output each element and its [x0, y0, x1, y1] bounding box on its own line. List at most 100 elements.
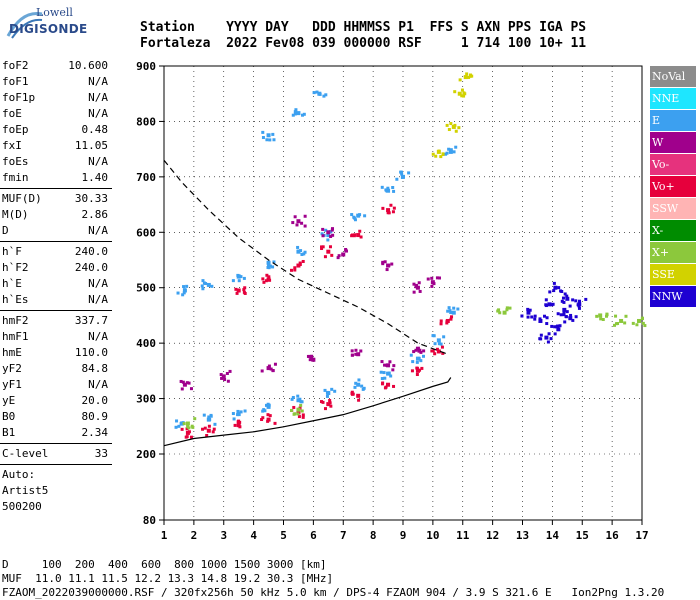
echo-point [387, 371, 391, 375]
echo-point [353, 385, 357, 389]
echo-point [564, 315, 568, 319]
echo-point [321, 245, 325, 249]
echo-point [400, 172, 404, 176]
echo-point [238, 425, 242, 429]
true-height-profile [163, 159, 449, 355]
echo-point [182, 285, 186, 289]
echo-point [447, 128, 451, 132]
echo-point [303, 214, 307, 218]
echo-point [454, 129, 458, 133]
echo-point [337, 254, 341, 258]
echo-point [559, 289, 563, 293]
echo-point [219, 373, 223, 377]
echo-point [268, 278, 272, 282]
echo-point [320, 247, 324, 251]
echo-point [201, 427, 205, 431]
echo-point [452, 150, 456, 154]
echo-point [417, 356, 421, 360]
echo-point [228, 369, 232, 373]
echo-point [453, 90, 457, 94]
echo-point [292, 405, 296, 409]
echo-point [415, 285, 420, 290]
echo-point [208, 418, 212, 422]
echo-point [331, 227, 335, 231]
echo-point [326, 230, 331, 235]
echo-point [321, 227, 325, 231]
echo-point [261, 409, 265, 413]
echo-point [453, 123, 457, 127]
x-tick-label: 6 [310, 529, 317, 542]
param-value: N/A [88, 378, 108, 391]
param-row: B1 2.34 [0, 425, 112, 441]
echo-point [341, 253, 345, 257]
echo-point [205, 433, 209, 437]
echo-point [302, 252, 306, 256]
echo-point [641, 321, 645, 325]
echo-point [454, 145, 458, 149]
echo-point [299, 403, 303, 407]
echo-point [359, 235, 363, 239]
echo-point [562, 313, 566, 317]
echo-point [584, 297, 588, 301]
echo-point [266, 413, 270, 417]
echo-point [435, 276, 439, 280]
echo-point [264, 279, 268, 283]
param-row: hmE 110.0 [0, 345, 112, 361]
echo-point [353, 233, 357, 237]
echo-point [599, 317, 603, 321]
param-name: C-level [2, 447, 49, 460]
echo-point [296, 394, 300, 398]
echo-point [354, 352, 358, 356]
echo-point [357, 398, 361, 402]
trailer-text: Artist5 [2, 484, 49, 497]
echo-point [571, 318, 575, 322]
echo-point [183, 288, 187, 292]
param-name: hmE [2, 346, 22, 359]
param-value: 33 [94, 447, 108, 460]
param-name: MUF(D) [2, 192, 42, 205]
echo-point [422, 349, 426, 353]
param-name: h`E [2, 277, 22, 290]
echo-point [386, 186, 390, 190]
echo-point [563, 320, 567, 324]
echo-point [190, 424, 194, 428]
param-value: 20.0 [81, 394, 109, 407]
echo-point [174, 425, 178, 429]
echo-point [353, 218, 357, 222]
echo-point [415, 360, 419, 364]
echo-point [352, 216, 356, 220]
echo-point [538, 337, 542, 341]
echo-point [308, 358, 312, 362]
y-tick-label: 800 [136, 115, 156, 128]
echo-point [417, 281, 421, 285]
param-name: h`F2 [2, 261, 29, 274]
param-value: 1.40 [81, 171, 109, 184]
echo-point [421, 354, 425, 358]
echo-point [533, 314, 537, 318]
echo-point [539, 333, 543, 337]
echo-point [289, 268, 293, 272]
echo-point [520, 314, 524, 318]
echo-point [569, 313, 573, 317]
echo-point [271, 265, 275, 269]
echo-point [565, 296, 570, 301]
echo-point [296, 407, 301, 412]
echo-point [574, 299, 578, 303]
param-value: 2.34 [81, 426, 109, 439]
legend-item: X- [650, 220, 696, 241]
echo-point [578, 299, 582, 303]
echo-point [243, 286, 247, 290]
param-value: 30.33 [74, 192, 108, 205]
echo-point [508, 306, 512, 310]
echo-point [290, 408, 294, 412]
echo-point [445, 151, 449, 155]
x-tick-label: 3 [220, 529, 227, 542]
echo-point [560, 299, 564, 303]
echo-point [467, 75, 471, 79]
echo-point [380, 185, 384, 189]
param-name: hmF1 [2, 330, 29, 343]
parameter-panel: foF2 10.600 foF1 N/A foF1p N/A foE N/A foEp 0.48 f… [0, 58, 112, 515]
echo-point [553, 285, 558, 290]
echo-point [412, 350, 416, 354]
echo-point [456, 307, 460, 311]
